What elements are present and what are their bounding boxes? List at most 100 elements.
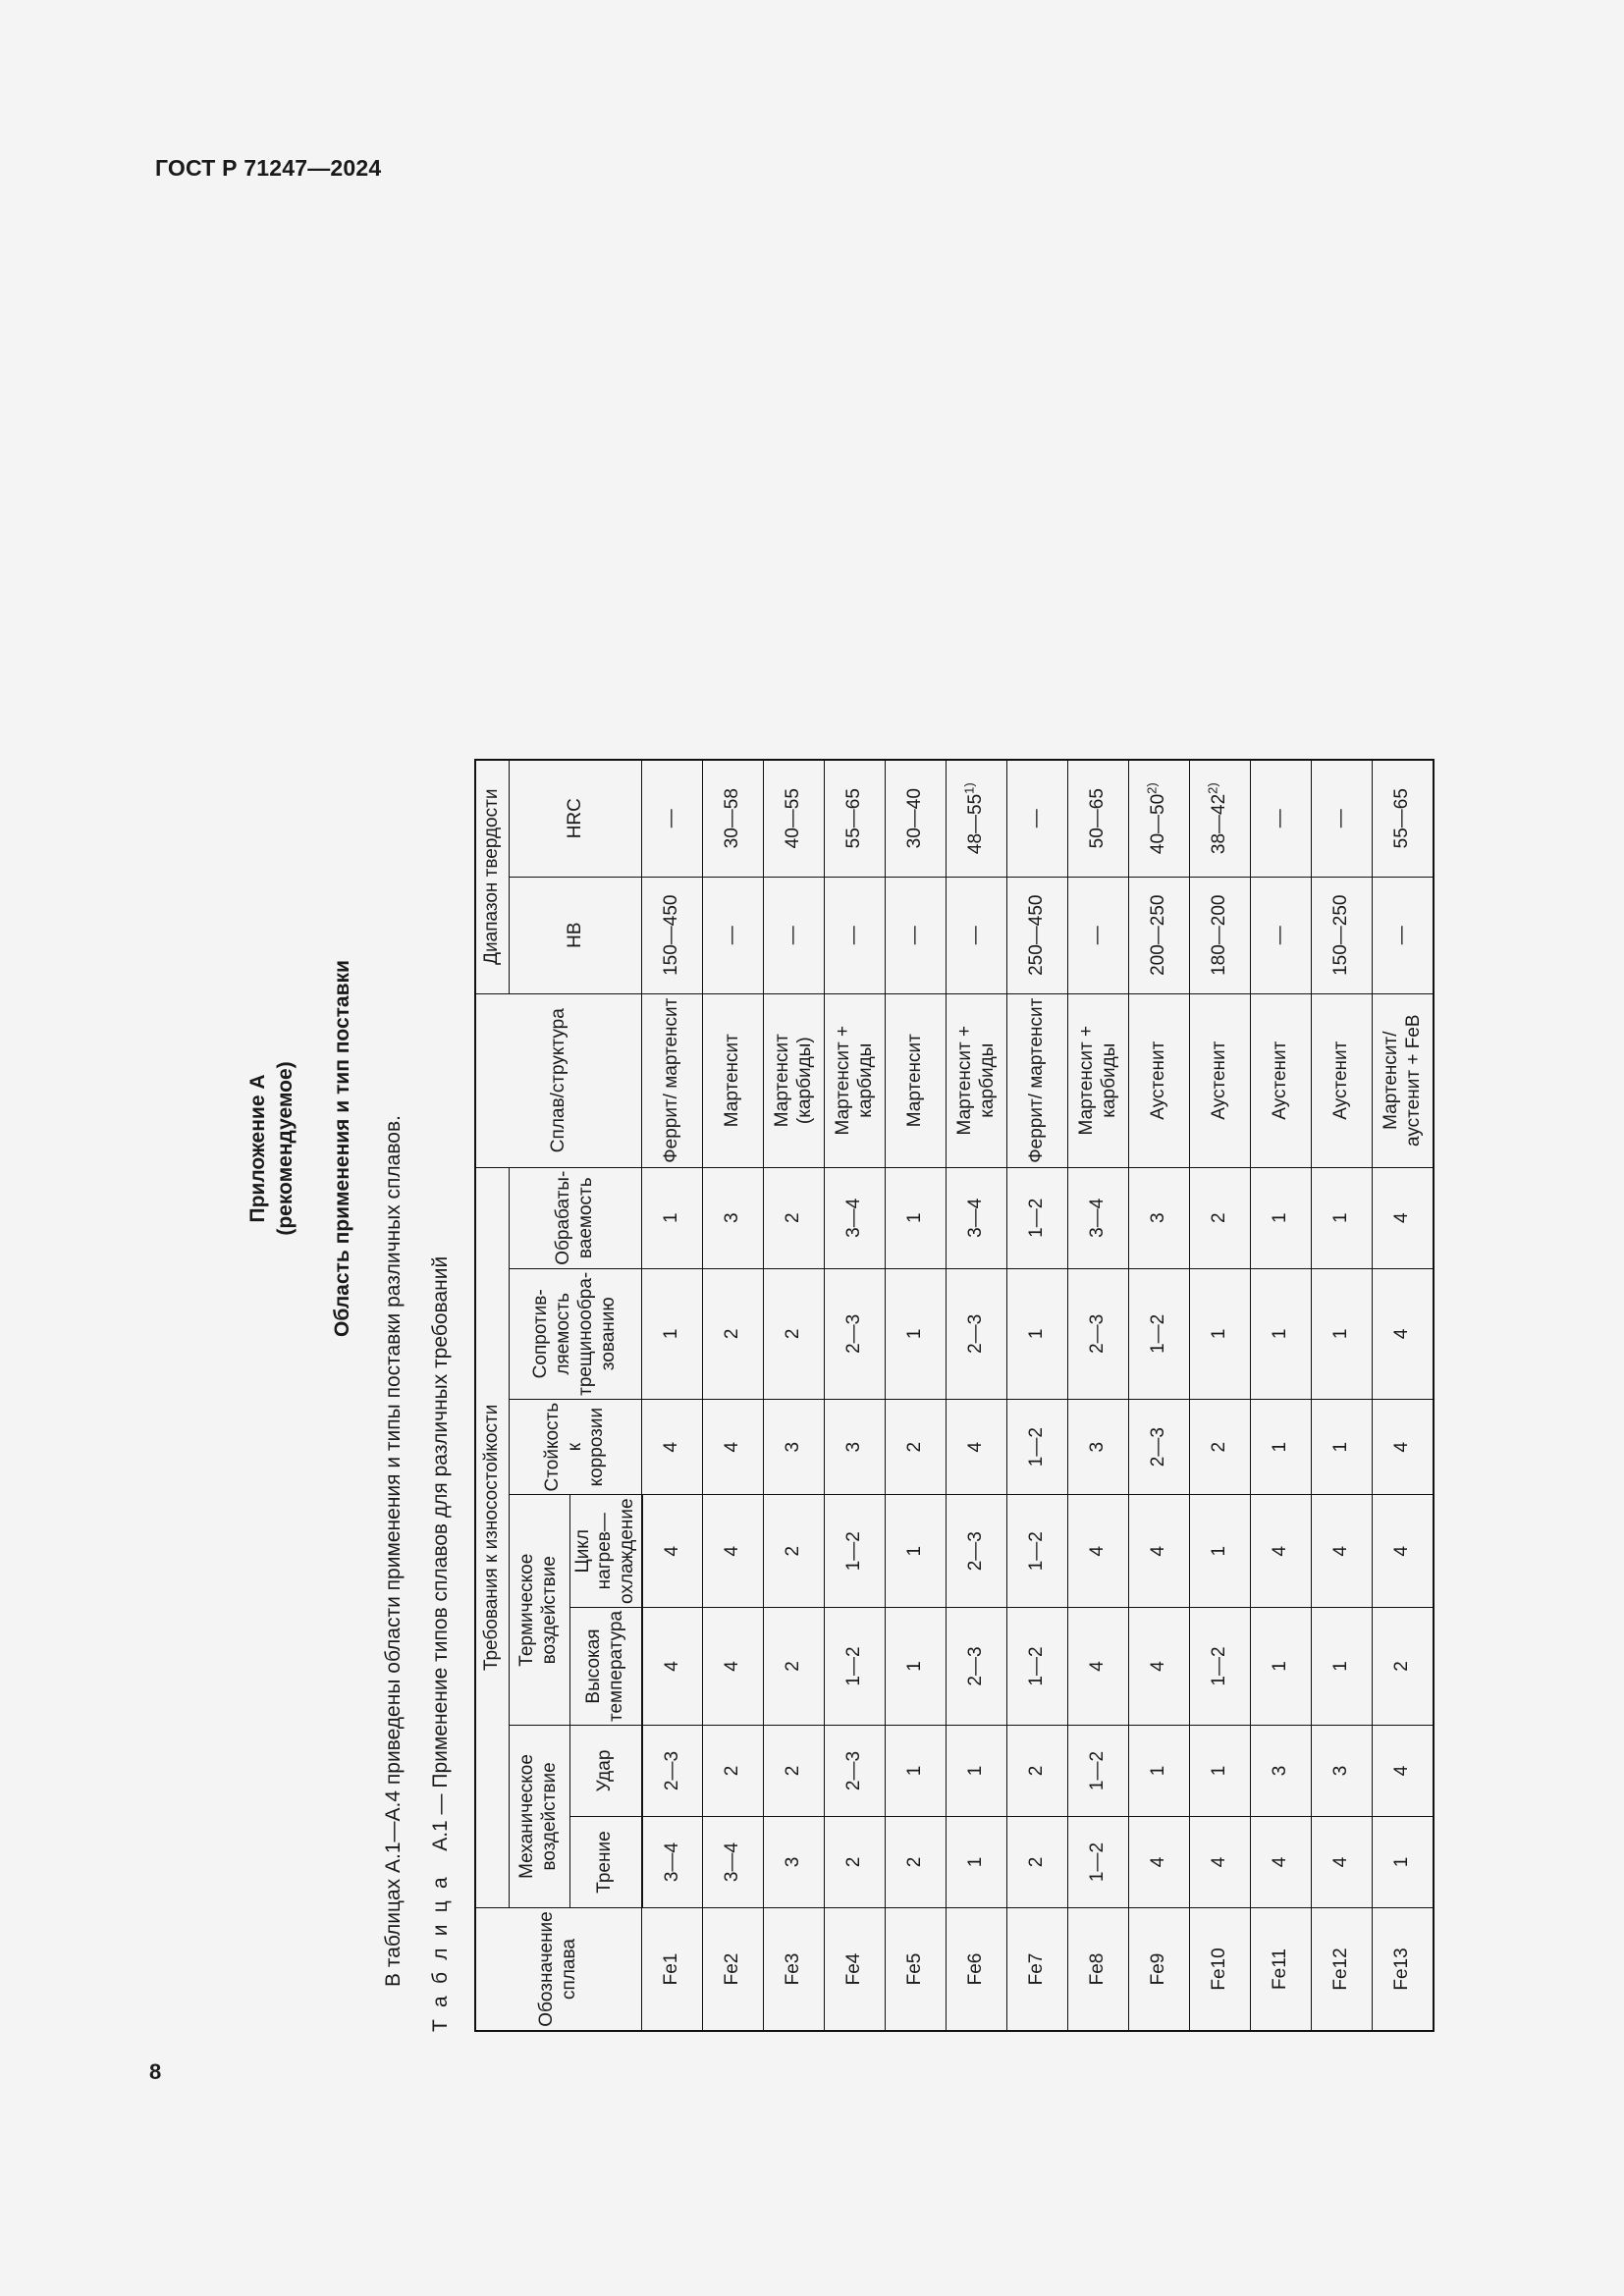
cell-cycle: 4 (641, 1494, 703, 1607)
table-row: Fe6 1 1 2—3 2—3 4 2—3 3—4 Мартенсит + карбиды —48… (946, 759, 1007, 2031)
intro-paragraph: В таблицах А.1—А.4 приведены области при… (382, 1114, 405, 1987)
cell-hb: — (1372, 876, 1434, 993)
table-row: Fe5 2 1 1 1 2 1 1 Мартенсит —30—40 (885, 759, 947, 2031)
cell-cycle: 4 (1372, 1494, 1434, 1607)
cell-structure: Мартенсит + карбиды (1067, 992, 1129, 1167)
cell-crack: 1 (641, 1267, 703, 1399)
cell-high-temp: 2 (763, 1606, 825, 1725)
th-hb: HB (509, 876, 642, 993)
cell-hrc: 50—65 (1067, 759, 1129, 877)
cell-machinability: 3—4 (824, 1166, 886, 1268)
th-high-temperature: Высокая температура (569, 1606, 642, 1725)
cell-high-temp: 1—2 (824, 1606, 886, 1725)
th-thermal-action: Термическое воздействие (509, 1494, 569, 1725)
cell-alloy: Fe12 (1311, 1907, 1373, 2031)
cell-corrosion: 4 (946, 1398, 1007, 1495)
cell-hrc: — (1250, 759, 1312, 877)
cell-machinability: 2 (1189, 1166, 1251, 1268)
cell-machinability: 3—4 (1067, 1166, 1129, 1268)
table-row: Fe2 3—4 2 4 4 4 2 3 Мартенсит —30—58 (702, 759, 764, 2031)
table-body: Fe1 3—4 2—3 4 4 4 1 1 Феррит/ мартенсит 150—450— F… (641, 759, 1434, 2031)
cell-alloy: Fe5 (885, 1907, 947, 2031)
cell-high-temp: 1—2 (1006, 1606, 1068, 1725)
table-row: Fe13 1 4 2 4 4 4 4 Мартенсит/ аустенит + FeB —55—… (1372, 759, 1434, 2031)
cell-cycle: 4 (1311, 1494, 1373, 1607)
cell-high-temp: 2—3 (946, 1606, 1007, 1725)
cell-structure: Мартенсит (885, 992, 947, 1167)
cell-alloy: Fe3 (763, 1907, 825, 2031)
cell-corrosion: 1 (1250, 1398, 1312, 1495)
cell-hrc: — (641, 759, 703, 877)
table-row: Fe12 4 3 1 4 1 1 1 Аустенит 150—250— (1311, 759, 1373, 2031)
table-row: Fe10 4 1 1—2 1 2 1 2 Аустенит 180—200 38—422) (1189, 759, 1251, 2031)
cell-corrosion: 4 (641, 1398, 703, 1495)
appendix-title: Приложение А (рекомендуемое) (244, 177, 300, 2120)
th-wear-requirements: Требования к износостойкости (475, 1166, 509, 1907)
cell-friction: 2 (824, 1816, 886, 1907)
cell-hb: 150—250 (1311, 876, 1373, 993)
cell-cycle: 2 (763, 1494, 825, 1607)
cell-corrosion: 3 (824, 1398, 886, 1495)
cell-hrc: 55—65 (1372, 759, 1434, 877)
cell-friction: 4 (1311, 1816, 1373, 1907)
cell-hb: 180—200 (1189, 876, 1251, 993)
cell-hb: 250—450 (1006, 876, 1068, 993)
cell-corrosion: 1 (1311, 1398, 1373, 1495)
cell-structure: Мартенсит + карбиды (946, 992, 1007, 1167)
cell-corrosion: 2—3 (1128, 1398, 1190, 1495)
cell-crack: 2—3 (946, 1267, 1007, 1399)
appendix-title-line1: Приложение А (246, 1074, 269, 1223)
table-caption-text: А.1 — Применение типов сплавов для разли… (429, 1255, 452, 1851)
cell-impact: 1 (1128, 1725, 1190, 1816)
cell-cycle: 1 (1189, 1494, 1251, 1607)
cell-machinability: 3 (702, 1166, 764, 1268)
cell-friction: 4 (1250, 1816, 1312, 1907)
cell-cycle: 4 (1250, 1494, 1312, 1607)
cell-hb: 150—450 (641, 876, 703, 993)
table-row: Fe8 1—2 1—2 4 4 3 2—3 3—4 Мартенсит + карбиды —50… (1067, 759, 1129, 2031)
cell-friction: 2 (1006, 1816, 1068, 1907)
cell-corrosion: 3 (1067, 1398, 1129, 1495)
footnote-marker: 2) (1206, 781, 1221, 794)
cell-impact: 3 (1250, 1725, 1312, 1816)
cell-hb: — (763, 876, 825, 993)
cell-cycle: 1—2 (1006, 1494, 1068, 1607)
cell-corrosion: 4 (702, 1398, 764, 1495)
th-friction: Трение (569, 1816, 642, 1907)
cell-hrc: 40—55 (763, 759, 825, 877)
table-caption-label: Т а б л и ц а (429, 1873, 452, 2032)
cell-high-temp: 4 (641, 1606, 703, 1725)
cell-hb: 200—250 (1128, 876, 1190, 993)
cell-friction: 1 (1372, 1816, 1434, 1907)
cell-friction: 4 (1128, 1816, 1190, 1907)
cell-crack: 2—3 (1067, 1267, 1129, 1399)
cell-high-temp: 1 (1311, 1606, 1373, 1725)
cell-alloy: Fe2 (702, 1907, 764, 2031)
cell-hrc: 30—58 (702, 759, 764, 877)
table-row: Fe3 3 2 2 2 3 2 2 Мартенсит (карбиды) —40—55 (763, 759, 825, 2031)
th-mechanical-action: Механическое воздействие (509, 1725, 569, 1907)
appendix-title-line2: (рекомендуемое) (274, 1060, 298, 1236)
cell-alloy: Fe7 (1006, 1907, 1068, 2031)
header-row-1: Обозначение сплава Требования к износост… (475, 759, 642, 2031)
page-number: 8 (149, 2059, 162, 2084)
cell-alloy: Fe4 (824, 1907, 886, 2031)
cell-crack: 2 (763, 1267, 825, 1399)
section-title: Область применения и тип поставки (331, 959, 353, 1337)
th-hrc: HRC (509, 759, 642, 877)
cell-crack: 1 (1006, 1267, 1068, 1399)
cell-hrc: 40—502) (1128, 759, 1190, 877)
cell-machinability: 2 (763, 1166, 825, 1268)
cell-machinability: 3—4 (946, 1166, 1007, 1268)
table-caption: Т а б л и ц а А.1 — Применение типов спл… (429, 1255, 453, 2031)
cell-friction: 1 (946, 1816, 1007, 1907)
cell-machinability: 1 (885, 1166, 947, 1268)
cell-impact: 1 (885, 1725, 947, 1816)
cell-crack: 1 (1189, 1267, 1251, 1399)
cell-structure: Мартенсит (карбиды) (763, 992, 825, 1167)
cell-crack: 1 (885, 1267, 947, 1399)
cell-high-temp: 1 (1250, 1606, 1312, 1725)
cell-machinability: 4 (1372, 1166, 1434, 1268)
table-head: Обозначение сплава Требования к износост… (475, 759, 642, 2031)
th-alloy-designation: Обозначение сплава (475, 1907, 642, 2031)
